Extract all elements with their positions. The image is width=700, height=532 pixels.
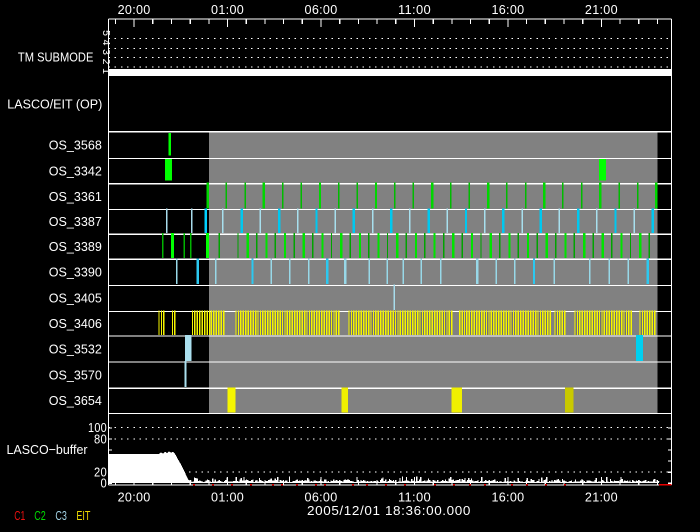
svg-text:21:00: 21:00 [585, 3, 618, 17]
svg-text:11:00: 11:00 [398, 3, 431, 17]
svg-text:11:00: 11:00 [398, 491, 431, 505]
svg-text:06:00: 06:00 [305, 491, 338, 505]
svg-text:1: 1 [100, 68, 112, 74]
svg-text:C2: C2 [34, 509, 46, 523]
svg-text:OS_3405: OS_3405 [49, 291, 102, 306]
svg-text:OS_3570: OS_3570 [49, 367, 102, 382]
svg-text:OS_3568: OS_3568 [49, 137, 102, 152]
svg-text:OS_3389: OS_3389 [49, 239, 102, 254]
svg-text:16:00: 16:00 [491, 3, 524, 17]
svg-text:06:00: 06:00 [305, 3, 338, 17]
svg-text:LASCO/EIT (OP): LASCO/EIT (OP) [7, 96, 102, 111]
svg-text:16:00: 16:00 [491, 491, 524, 505]
svg-text:5: 5 [100, 30, 112, 36]
svg-text:OS_3406: OS_3406 [49, 316, 102, 331]
svg-text:80: 80 [94, 433, 107, 447]
svg-text:OS_3387: OS_3387 [49, 214, 102, 229]
svg-text:C1: C1 [14, 509, 25, 523]
svg-text:OS_3390: OS_3390 [49, 265, 102, 280]
svg-text:20:00: 20:00 [118, 3, 151, 17]
svg-text:01:00: 01:00 [211, 3, 244, 17]
svg-text:TM SUBMODE: TM SUBMODE [18, 50, 94, 65]
svg-text:20: 20 [94, 466, 107, 480]
svg-text:OS_3361: OS_3361 [49, 189, 102, 204]
svg-text:100: 100 [88, 421, 107, 435]
svg-text:4: 4 [100, 40, 112, 46]
svg-text:20:00: 20:00 [118, 491, 151, 505]
svg-text:OS_3654: OS_3654 [49, 393, 102, 408]
svg-text:2005/12/01 18:36:00.000: 2005/12/01 18:36:00.000 [307, 503, 471, 518]
svg-text:OS_3342: OS_3342 [49, 163, 102, 178]
svg-text:EIT: EIT [76, 509, 90, 523]
svg-text:3: 3 [100, 49, 112, 55]
svg-text:21:00: 21:00 [585, 491, 618, 505]
svg-text:C3: C3 [55, 509, 67, 523]
svg-text:2: 2 [100, 59, 112, 65]
svg-text:01:00: 01:00 [211, 491, 244, 505]
svg-text:LASCO−buffer: LASCO−buffer [7, 442, 89, 457]
svg-text:OS_3532: OS_3532 [49, 341, 102, 356]
svg-text:0: 0 [101, 477, 108, 491]
